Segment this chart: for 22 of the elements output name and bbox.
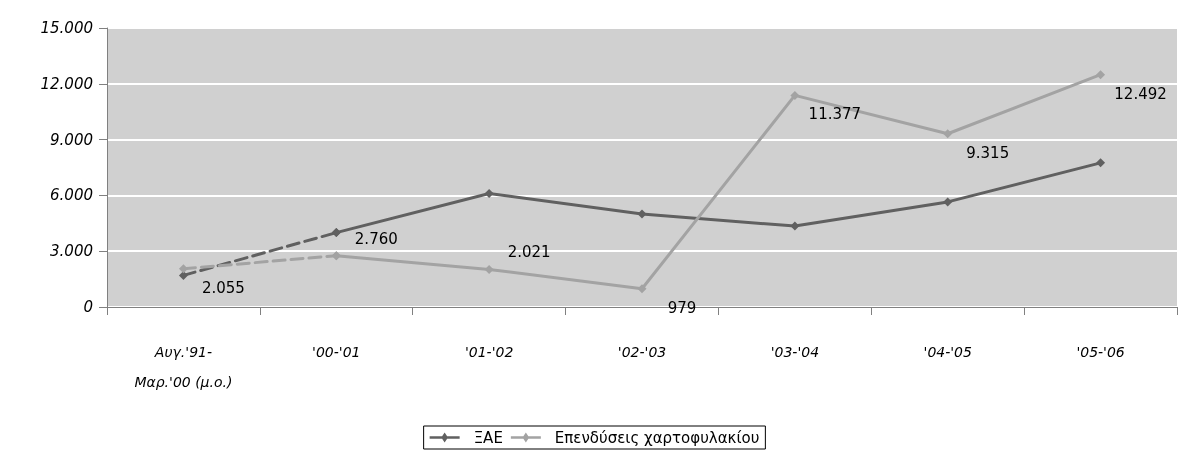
y-tick-label: 15.000 bbox=[40, 19, 93, 37]
x-tick-label: '05-'06 bbox=[1076, 344, 1125, 360]
x-tick-label: Αυγ.'91- Μαρ.'00 (μ.ο.) bbox=[134, 344, 233, 390]
x-tick-label: '01-'02 bbox=[464, 344, 514, 360]
data-label: 9.315 bbox=[966, 143, 1010, 162]
data-label: 2.760 bbox=[354, 229, 398, 248]
x-tick-label: '00-'01 bbox=[312, 344, 361, 360]
x-tick-label: '03-'04 bbox=[770, 344, 820, 360]
legend-label: Επενδύσεις χαρτοφυλακίου bbox=[554, 428, 760, 447]
y-tick-label: 6.000 bbox=[50, 186, 93, 205]
data-label: 2.055 bbox=[201, 278, 245, 297]
y-tick-label: 9.000 bbox=[50, 130, 93, 149]
data-label: 979 bbox=[667, 298, 697, 317]
data-label: 2.021 bbox=[507, 243, 551, 262]
y-tick-label: 12.000 bbox=[40, 74, 93, 93]
data-label: 12.492 bbox=[1114, 84, 1167, 103]
legend-label: ΞΑΕ bbox=[473, 428, 503, 447]
y-tick-label: 3.000 bbox=[50, 242, 93, 261]
data-label: 11.377 bbox=[808, 105, 862, 124]
x-tick-label: '04-'05 bbox=[923, 344, 972, 360]
y-tick-label: 0 bbox=[83, 298, 93, 316]
x-tick-label: '02-'03 bbox=[617, 344, 667, 360]
